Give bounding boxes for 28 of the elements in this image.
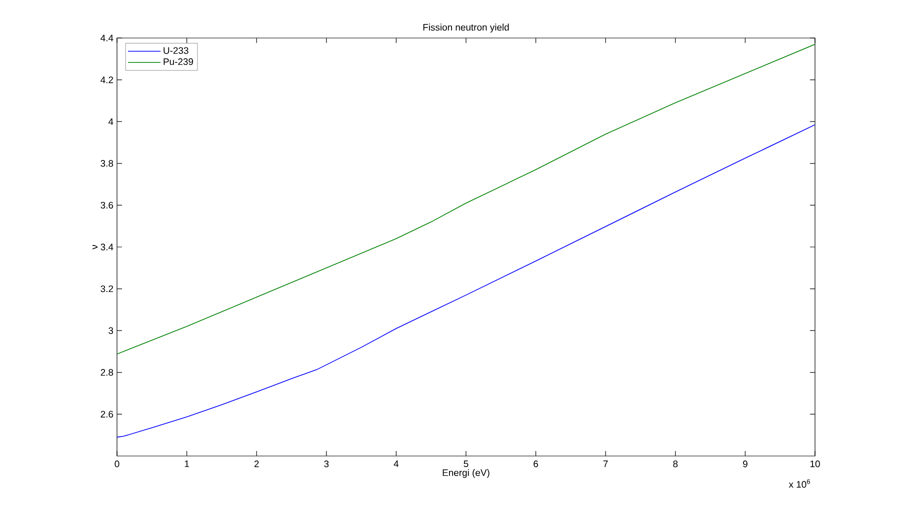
y-tick-label: 2.6 (100, 410, 114, 418)
y-tick-label: 3.2 (100, 285, 114, 292)
y-tick-label: 4 (108, 118, 114, 125)
legend-label: U-233 (164, 47, 188, 54)
y-tick-label: 3.4 (100, 244, 114, 250)
x-tick-label: 4 (394, 460, 399, 468)
x-tick-label: 10 (810, 460, 820, 468)
x-tick-label: 7 (603, 460, 608, 468)
x-tick-label: 3 (324, 460, 329, 468)
x-tick-label: 5 (464, 460, 468, 468)
x-tick-label: 0 (114, 460, 120, 468)
x-tick-label: 1 (184, 460, 189, 468)
line-series (117, 44, 816, 354)
y-tick-label: 2.8 (100, 369, 114, 376)
legend-label: Pu-239 (164, 58, 194, 65)
x-tick-label: 6 (534, 460, 538, 468)
y-tick-label: 3.8 (100, 160, 114, 167)
x-tick-label: 2 (254, 460, 259, 468)
y-tick-label: 3.6 (100, 202, 114, 209)
chart-title: Fission neutron yield (423, 24, 509, 33)
y-tick-label: 4.2 (100, 76, 114, 84)
x-tick-label: 9 (743, 460, 748, 468)
y-axis-title: ν (92, 244, 98, 250)
text: x 10$^{6}$ (788, 479, 810, 488)
y-tick-label: 3 (108, 327, 114, 334)
x-tick-label: 8 (673, 460, 678, 468)
y-tick-label: 4.4 (100, 34, 114, 42)
x-axis-title: Energi (eV) (442, 469, 490, 478)
